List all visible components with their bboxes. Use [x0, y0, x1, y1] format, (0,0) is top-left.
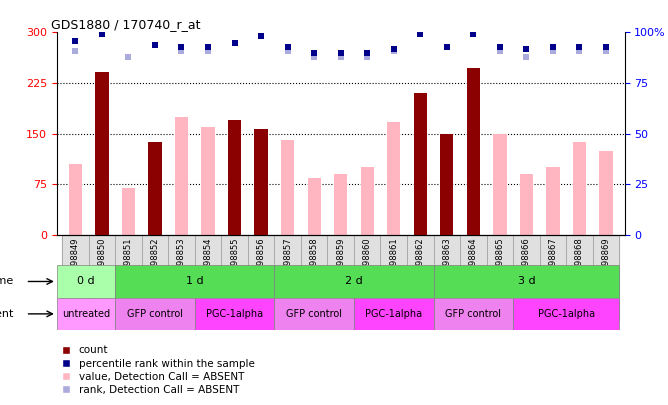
- Bar: [69, 164, 82, 235]
- Bar: [566, 235, 593, 320]
- Bar: [175, 117, 188, 235]
- Bar: [327, 235, 354, 320]
- Bar: [57, 298, 115, 330]
- Text: 1 d: 1 d: [186, 277, 204, 286]
- Text: PGC-1alpha: PGC-1alpha: [206, 309, 263, 319]
- Bar: [460, 235, 486, 320]
- Bar: [195, 235, 221, 320]
- Text: GDS1880 / 170740_r_at: GDS1880 / 170740_r_at: [51, 18, 200, 31]
- Text: time: time: [0, 277, 14, 286]
- Bar: [307, 177, 321, 235]
- Bar: [248, 235, 275, 320]
- Text: GFP control: GFP control: [446, 309, 502, 319]
- Bar: [540, 235, 566, 320]
- Bar: [275, 265, 434, 298]
- Bar: [115, 265, 275, 298]
- Bar: [434, 298, 513, 330]
- Bar: [195, 298, 275, 330]
- Bar: [275, 298, 354, 330]
- Bar: [89, 235, 115, 320]
- Bar: [57, 265, 115, 298]
- Text: PGC-1alpha: PGC-1alpha: [538, 309, 595, 319]
- Text: 2 d: 2 d: [345, 277, 363, 286]
- Bar: [228, 120, 241, 235]
- Bar: [599, 151, 613, 235]
- Bar: [354, 298, 434, 330]
- Bar: [381, 235, 407, 320]
- Bar: [486, 235, 513, 320]
- Bar: [334, 174, 347, 235]
- Text: GFP control: GFP control: [286, 309, 342, 319]
- Text: 3 d: 3 d: [518, 277, 535, 286]
- Bar: [115, 235, 142, 320]
- Bar: [142, 235, 168, 320]
- Bar: [520, 174, 533, 235]
- Text: agent: agent: [0, 309, 14, 319]
- Bar: [115, 298, 195, 330]
- Bar: [275, 235, 301, 320]
- Bar: [467, 68, 480, 235]
- Bar: [593, 235, 619, 320]
- Bar: [387, 122, 400, 235]
- Bar: [513, 298, 619, 330]
- Bar: [201, 127, 214, 235]
- Legend: count, percentile rank within the sample, value, Detection Call = ABSENT, rank, : count, percentile rank within the sample…: [62, 345, 255, 395]
- Bar: [301, 235, 327, 320]
- Text: GFP control: GFP control: [127, 309, 183, 319]
- Bar: [96, 72, 108, 235]
- Bar: [168, 235, 195, 320]
- Bar: [361, 167, 374, 235]
- Bar: [493, 134, 506, 235]
- Text: PGC-1alpha: PGC-1alpha: [365, 309, 422, 319]
- Bar: [221, 235, 248, 320]
- Bar: [148, 143, 162, 235]
- Bar: [546, 167, 560, 235]
- Bar: [122, 188, 135, 235]
- Bar: [413, 93, 427, 235]
- Bar: [440, 134, 454, 235]
- Bar: [434, 265, 619, 298]
- Bar: [434, 235, 460, 320]
- Bar: [281, 141, 294, 235]
- Bar: [354, 235, 381, 320]
- Bar: [573, 143, 586, 235]
- Text: 0 d: 0 d: [77, 277, 95, 286]
- Bar: [513, 235, 540, 320]
- Bar: [407, 235, 434, 320]
- Bar: [255, 129, 268, 235]
- Bar: [62, 235, 89, 320]
- Text: untreated: untreated: [62, 309, 110, 319]
